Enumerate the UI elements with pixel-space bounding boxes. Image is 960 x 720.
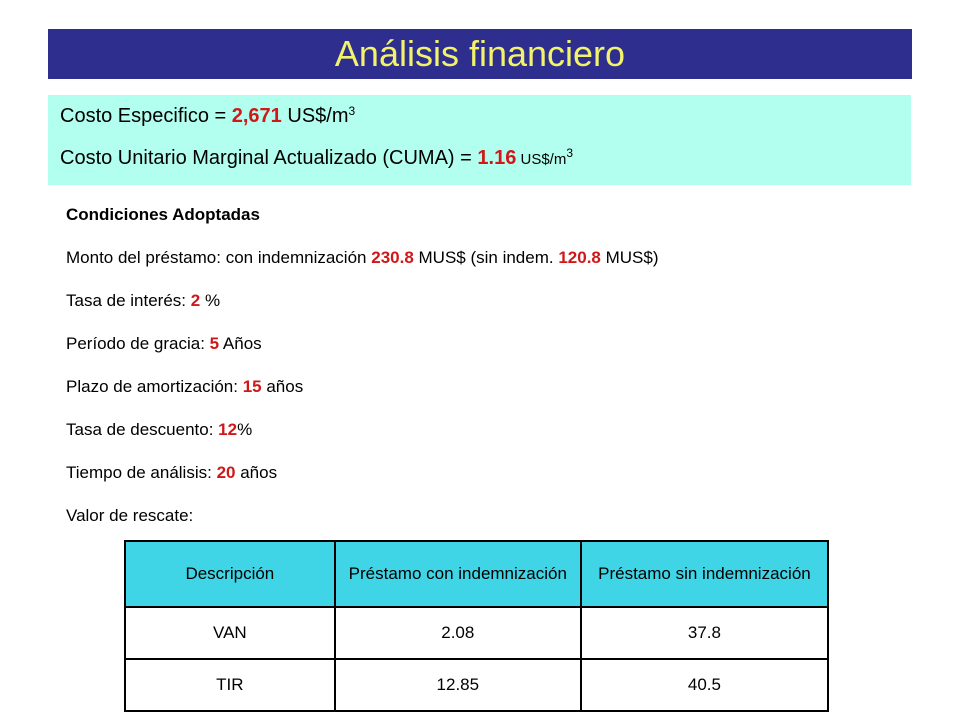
table-cell: 37.8 bbox=[579, 606, 830, 660]
costo-especifico-unit: US$/m bbox=[281, 105, 349, 127]
table-row: VAN 2.08 37.8 bbox=[124, 606, 830, 660]
descuento-label: Tasa de descuento: bbox=[66, 420, 219, 439]
costo-especifico-unit-exponent: 3 bbox=[348, 104, 356, 118]
table-header-row: Descripción Préstamo con indemnización P… bbox=[124, 540, 830, 608]
table-cell: VAN bbox=[124, 606, 336, 660]
results-table: Descripción Préstamo con indemnización P… bbox=[124, 540, 830, 712]
table-cell: TIR bbox=[124, 658, 336, 712]
condition-prestamo: Monto del préstamo: con indemnización 23… bbox=[66, 248, 659, 268]
prestamo-value-con: 230.8 bbox=[371, 248, 414, 267]
table-cell: 12.85 bbox=[333, 658, 582, 712]
interes-label: Tasa de interés: bbox=[66, 291, 191, 310]
cuma-line: Costo Unitario Marginal Actualizado (CUM… bbox=[60, 147, 573, 170]
cuma-unit-exponent: 3 bbox=[566, 146, 574, 160]
analisis-value: 20 bbox=[216, 463, 236, 482]
descuento-value: 12 bbox=[218, 420, 238, 439]
cuma-unit: US$/m bbox=[516, 151, 567, 168]
rescate-label: Valor de rescate: bbox=[66, 506, 194, 525]
amortizacion-value: 15 bbox=[242, 377, 262, 396]
table-header-cell: Préstamo con indemnización bbox=[333, 540, 582, 608]
costo-especifico-line: Costo Especifico = 2,671 US$/m3 bbox=[60, 105, 355, 128]
table-row: TIR 12.85 40.5 bbox=[124, 658, 830, 712]
prestamo-mid-text: MUS$ (sin indem. bbox=[413, 248, 559, 267]
table-header-cell: Descripción bbox=[124, 540, 336, 608]
analisis-suffix: años bbox=[235, 463, 278, 482]
condition-descuento: Tasa de descuento: 12% bbox=[66, 420, 252, 440]
gracia-label: Período de gracia: bbox=[66, 334, 210, 353]
cuma-value: 1.16 bbox=[477, 147, 517, 169]
prestamo-end-text: MUS$) bbox=[600, 248, 659, 267]
title-bar: Análisis financiero bbox=[48, 29, 912, 79]
cost-summary-box: Costo Especifico = 2,671 US$/m3 Costo Un… bbox=[48, 95, 911, 185]
prestamo-label: Monto del préstamo: con indemnización bbox=[66, 248, 372, 267]
interes-value: 2 bbox=[190, 291, 201, 310]
table-header-cell: Préstamo sin indemnización bbox=[579, 540, 830, 608]
gracia-value: 5 bbox=[209, 334, 220, 353]
condition-rescate: Valor de rescate: bbox=[66, 506, 193, 526]
condition-interes: Tasa de interés: 2 % bbox=[66, 291, 220, 311]
costo-especifico-value: 2,671 bbox=[231, 105, 282, 127]
gracia-suffix: Años bbox=[219, 334, 262, 353]
amortizacion-suffix: años bbox=[261, 377, 304, 396]
analisis-label: Tiempo de análisis: bbox=[66, 463, 217, 482]
cuma-label: Costo Unitario Marginal Actualizado (CUM… bbox=[60, 147, 478, 169]
prestamo-value-sin: 120.8 bbox=[558, 248, 601, 267]
table-cell: 40.5 bbox=[579, 658, 830, 712]
condition-amortizacion: Plazo de amortización: 15 años bbox=[66, 377, 303, 397]
condition-analisis: Tiempo de análisis: 20 años bbox=[66, 463, 277, 483]
interes-suffix: % bbox=[200, 291, 221, 310]
condition-gracia: Período de gracia: 5 Años bbox=[66, 334, 262, 354]
conditions-heading: Condiciones Adoptadas bbox=[66, 205, 260, 224]
page-title: Análisis financiero bbox=[334, 33, 626, 74]
descuento-suffix: % bbox=[237, 420, 253, 439]
table-cell: 2.08 bbox=[333, 606, 582, 660]
amortizacion-label: Plazo de amortización: bbox=[66, 377, 243, 396]
costo-especifico-label: Costo Especifico = bbox=[60, 105, 232, 127]
